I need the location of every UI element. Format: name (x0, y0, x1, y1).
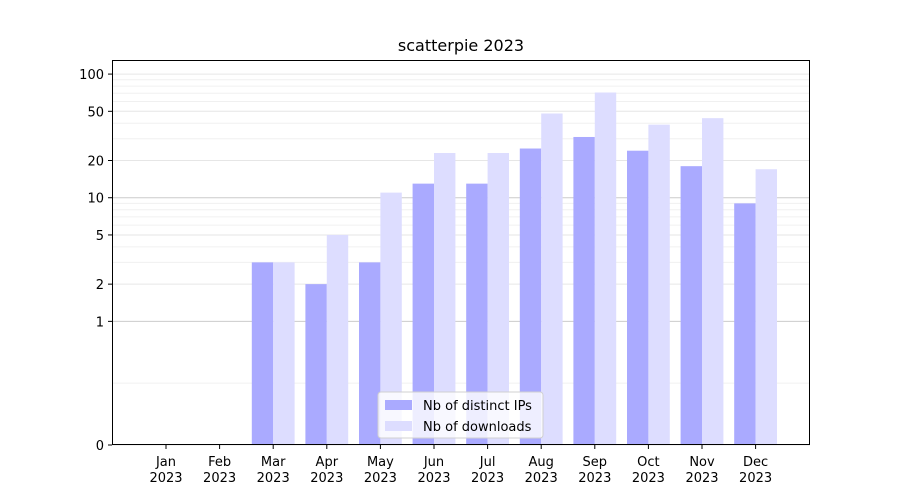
x-tick-label-month: Jan (155, 455, 176, 470)
bar (326, 234, 349, 445)
bar (648, 124, 670, 445)
x-tick-label-month: Sep (583, 455, 608, 470)
bar (359, 262, 381, 445)
x-tick-label-year: 2023 (310, 471, 343, 486)
y-tick-label: 10 (87, 192, 104, 207)
bar (251, 262, 274, 445)
x-tick-label-month: Jun (423, 455, 444, 470)
legend-box (377, 391, 544, 439)
bar (734, 203, 756, 445)
legend: Nb of distinct IPs Nb of downloads (377, 391, 544, 439)
x-tick-label-month: Feb (208, 455, 231, 470)
bar (702, 118, 724, 446)
y-tick-label: 1 (96, 315, 104, 330)
x-tick-label-year: 2023 (364, 471, 397, 486)
x-tick-label-month: Jul (479, 455, 496, 470)
legend-swatch (385, 400, 412, 410)
x-tick-label-month: Oct (637, 455, 659, 470)
y-tick-label: 2 (96, 278, 104, 293)
y-tick-label: 100 (79, 68, 104, 83)
bars (251, 92, 777, 446)
x-tick-label-year: 2023 (471, 471, 504, 486)
bar (573, 136, 595, 445)
bar (627, 150, 649, 445)
bar (273, 262, 295, 445)
chart-title: scatterpie 2023 (398, 36, 524, 55)
bar (412, 183, 434, 445)
bar (541, 113, 563, 446)
x-tick-label-year: 2023 (417, 471, 450, 486)
x-tick-label-year: 2023 (578, 471, 611, 486)
x-tick-label-month: Apr (316, 455, 339, 470)
bar (680, 166, 702, 445)
y-tick-label: 20 (87, 155, 104, 170)
x-tick-label-year: 2023 (685, 471, 718, 486)
bar (755, 169, 777, 445)
x-tick-label-year: 2023 (203, 471, 236, 486)
bar (466, 183, 488, 445)
bar (380, 192, 402, 445)
x-tick-label-month: Aug (529, 455, 554, 470)
legend-label: Nb of downloads (423, 420, 532, 435)
y-tick-label: 5 (96, 229, 104, 244)
x-tick-label-year: 2023 (739, 471, 772, 486)
bar (305, 284, 327, 445)
y-tick-label: 50 (87, 105, 104, 120)
y-axis: 0 1 2 5 10 20 50 100 (79, 68, 112, 454)
x-axis: Jan2023Feb2023Mar2023Apr2023May2023Jun20… (149, 445, 772, 486)
x-tick-label-year: 2023 (257, 471, 290, 486)
x-tick-label-month: Dec (743, 455, 768, 470)
bar (519, 148, 542, 445)
bar (434, 153, 456, 445)
x-tick-label-year: 2023 (632, 471, 665, 486)
x-tick-label-month: Mar (261, 455, 286, 470)
bar (594, 92, 617, 446)
y-tick-label: 0 (96, 439, 104, 454)
x-tick-label-month: May (367, 455, 394, 470)
legend-swatch (385, 421, 412, 431)
x-tick-label-month: Nov (689, 455, 715, 470)
x-tick-label-year: 2023 (149, 471, 182, 486)
legend-label: Nb of distinct IPs (423, 399, 532, 414)
bar (487, 153, 509, 445)
plot-frame (112, 60, 810, 445)
x-tick-label-year: 2023 (525, 471, 558, 486)
